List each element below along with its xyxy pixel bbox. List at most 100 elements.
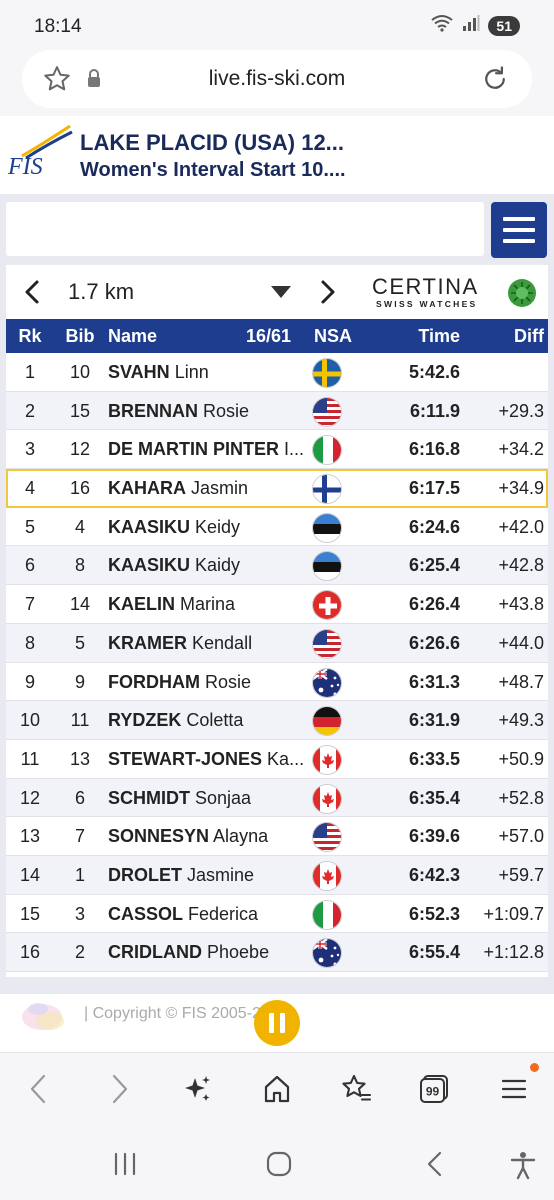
- table-row[interactable]: 16 2 CRIDLAND Phoebe 6:55.4 +1:12.8: [6, 933, 548, 972]
- athlete-name-cell[interactable]: DROLET Jasmine: [108, 865, 306, 886]
- athlete-last-name: FORDHAM: [108, 671, 200, 692]
- fis-logo[interactable]: FIS: [6, 120, 76, 187]
- event-header: FIS LAKE PLACID (USA) 12... Women's Inte…: [0, 116, 554, 194]
- ai-sparkle-icon[interactable]: [182, 1073, 214, 1110]
- search-input[interactable]: [6, 202, 484, 256]
- home-icon[interactable]: [262, 1073, 292, 1110]
- table-row[interactable]: 6 8 KAASIKU Kaidy 6:25.4 +42.8: [6, 546, 548, 586]
- athlete-name-cell[interactable]: CRIDLAND Phoebe: [108, 942, 306, 963]
- time-cell: 6:39.6: [408, 826, 460, 847]
- nsa-flag-icon: [312, 396, 342, 427]
- reload-icon[interactable]: [480, 64, 510, 99]
- battery-indicator: 51: [488, 15, 520, 36]
- header-rank[interactable]: Rk: [18, 326, 42, 346]
- nsa-flag-icon: [312, 551, 342, 582]
- rank-cell: 6: [24, 555, 35, 576]
- address-bar[interactable]: live.fis-ski.com: [22, 50, 532, 108]
- table-row[interactable]: 10 11 RYDZEK Coletta 6:31.9 +49.3: [6, 701, 548, 740]
- table-row[interactable]: 13 7 SONNESYN Alayna 6:39.6 +57.0: [6, 817, 548, 856]
- athlete-name-cell[interactable]: SVAHN Linn: [108, 362, 306, 383]
- athlete-last-name: RYDZEK: [108, 710, 182, 731]
- table-row[interactable]: 15 3 CASSOL Federica 6:52.3 +1:09.7: [6, 895, 548, 934]
- table-row[interactable]: 5 4 KAASIKU Keidy 6:24.6 +42.0: [6, 508, 548, 547]
- bib-cell: 2: [74, 942, 85, 963]
- nsa-flag-icon: [312, 706, 342, 737]
- rank-cell: 4: [24, 478, 35, 499]
- header-diff[interactable]: Diff: [514, 326, 544, 346]
- bib-cell: 1: [74, 864, 85, 885]
- table-row[interactable]: 2 15 BRENNAN Rosie 6:11.9 +29.3: [6, 391, 548, 431]
- table-row[interactable]: 9 9 FORDHAM Rosie 6:31.3 +48.7: [6, 663, 548, 702]
- fis-logo-text: FIS: [7, 154, 43, 180]
- time-cell: 6:24.6: [408, 516, 460, 537]
- diff-cell: +44.0: [498, 632, 544, 653]
- diff-cell: +57.0: [498, 826, 544, 847]
- table-row[interactable]: 14 1 DROLET Jasmine 6:42.3 +59.7: [6, 855, 548, 895]
- athlete-name-cell[interactable]: DE MARTIN PINTER I...: [108, 439, 306, 460]
- header-name[interactable]: Name: [108, 326, 158, 346]
- browser-toolbar: live.fis-ski.com: [0, 50, 554, 116]
- athlete-name-cell[interactable]: SONNESYN Alayna: [108, 826, 306, 847]
- athlete-first-name: Jasmin: [191, 478, 249, 499]
- athlete-first-name: Ka...: [267, 748, 305, 769]
- athlete-name-cell[interactable]: KAASIKU Kaidy: [108, 555, 306, 576]
- table-row[interactable]: 7 14 KAELIN Marina 6:26.4 +43.8: [6, 585, 548, 624]
- previous-split-icon[interactable]: [22, 279, 42, 310]
- diff-cell: +29.3: [498, 400, 544, 421]
- athlete-name-cell[interactable]: CASSOL Federica: [108, 904, 306, 925]
- athlete-first-name: Alayna: [213, 826, 269, 847]
- nsa-flag-icon: [312, 358, 342, 388]
- athlete-name-cell[interactable]: RYDZEK Coletta: [108, 710, 306, 731]
- athlete-name-cell[interactable]: KAHARA Jasmin: [108, 478, 306, 499]
- menu-button[interactable]: [491, 202, 547, 258]
- athlete-first-name: Kaidy: [195, 555, 241, 576]
- rank-cell: 16: [19, 942, 41, 963]
- header-time[interactable]: Time: [418, 326, 460, 346]
- bookmark-star-icon[interactable]: [340, 1073, 372, 1110]
- athlete-name-cell[interactable]: KAELIN Marina: [108, 594, 306, 615]
- accessibility-icon[interactable]: [508, 1150, 538, 1185]
- bookmark-star-icon[interactable]: [42, 64, 72, 99]
- bib-cell: 5: [74, 632, 85, 653]
- url-text[interactable]: live.fis-ski.com: [208, 67, 346, 90]
- system-back-icon[interactable]: [420, 1150, 450, 1183]
- bib-cell: 7: [74, 826, 85, 847]
- split-label[interactable]: 1.7 km: [68, 279, 135, 304]
- athlete-name-cell[interactable]: KRAMER Kendall: [108, 633, 306, 654]
- table-row[interactable]: 11 13 STEWART-JONES Ka... 6:33.5 +50.9: [6, 740, 548, 779]
- event-title: LAKE PLACID (USA) 12...: [80, 130, 345, 155]
- table-row[interactable]: 1 10 SVAHN Linn 5:42.6: [6, 353, 548, 392]
- pause-button[interactable]: [254, 1000, 300, 1046]
- header-nsa[interactable]: NSA: [314, 326, 353, 346]
- chevron-down-icon[interactable]: [270, 285, 292, 304]
- time-cell: 6:35.4: [408, 787, 460, 808]
- athlete-last-name: KAHARA: [108, 478, 186, 499]
- nsa-flag-icon: [312, 512, 342, 543]
- athlete-name-cell[interactable]: STEWART-JONES Ka...: [108, 749, 306, 770]
- table-row[interactable]: 12 6 SCHMIDT Sonjaa 6:35.4 +52.8: [6, 778, 548, 818]
- bib-cell: 9: [74, 671, 85, 692]
- tabs-icon[interactable]: 99: [418, 1073, 450, 1110]
- next-split-icon[interactable]: [318, 279, 338, 310]
- time-cell: 6:17.5: [408, 478, 460, 499]
- athlete-name-cell[interactable]: SCHMIDT Sonjaa: [108, 788, 306, 809]
- athlete-name-cell[interactable]: FORDHAM Rosie: [108, 672, 306, 693]
- rank-cell: 3: [24, 439, 35, 460]
- sponsor-tagline: SWISS WATCHES: [376, 299, 478, 309]
- nsa-flag-icon: [312, 899, 342, 930]
- home-circle-icon[interactable]: [264, 1150, 294, 1183]
- forward-icon[interactable]: [108, 1073, 132, 1110]
- recent-apps-icon[interactable]: [110, 1150, 140, 1183]
- table-row[interactable]: 4 16 KAHARA Jasmin 6:17.5 +34.9: [6, 469, 548, 508]
- table-row[interactable]: 3 12 DE MARTIN PINTER I... 6:16.8 +34.2: [6, 430, 548, 470]
- athlete-name-cell[interactable]: BRENNAN Rosie: [108, 401, 306, 422]
- athlete-last-name: SCHMIDT: [108, 787, 190, 808]
- nsa-flag-icon: [312, 860, 342, 891]
- athlete-name-cell[interactable]: KAASIKU Keidy: [108, 517, 306, 538]
- menu-icon[interactable]: [500, 1073, 528, 1110]
- header-bib[interactable]: Bib: [65, 326, 95, 346]
- athlete-last-name: KAELIN: [108, 594, 175, 615]
- athlete-first-name: Marina: [180, 594, 236, 615]
- table-row[interactable]: 8 5 KRAMER Kendall 6:26.6 +44.0: [6, 623, 548, 663]
- back-icon[interactable]: [26, 1073, 50, 1110]
